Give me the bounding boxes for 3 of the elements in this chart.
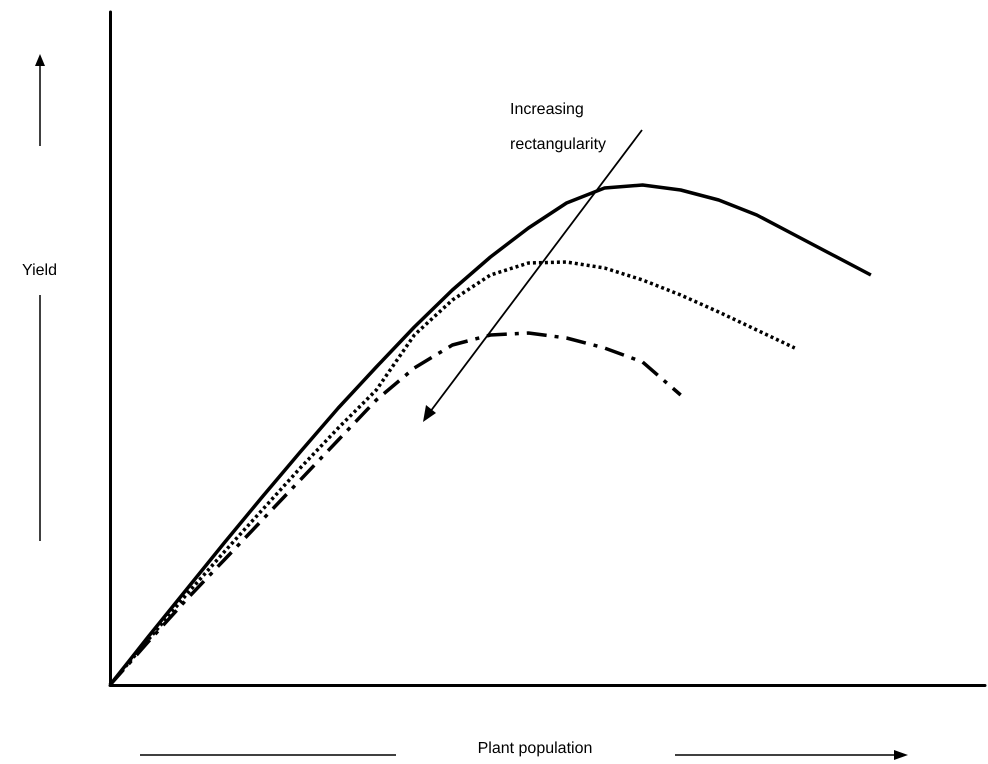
text: Increasing rectangularity bbox=[510, 100, 608, 155]
y-axis-title: Yield bbox=[22, 262, 57, 280]
x-axis-title: Plant population bbox=[400, 740, 670, 758]
